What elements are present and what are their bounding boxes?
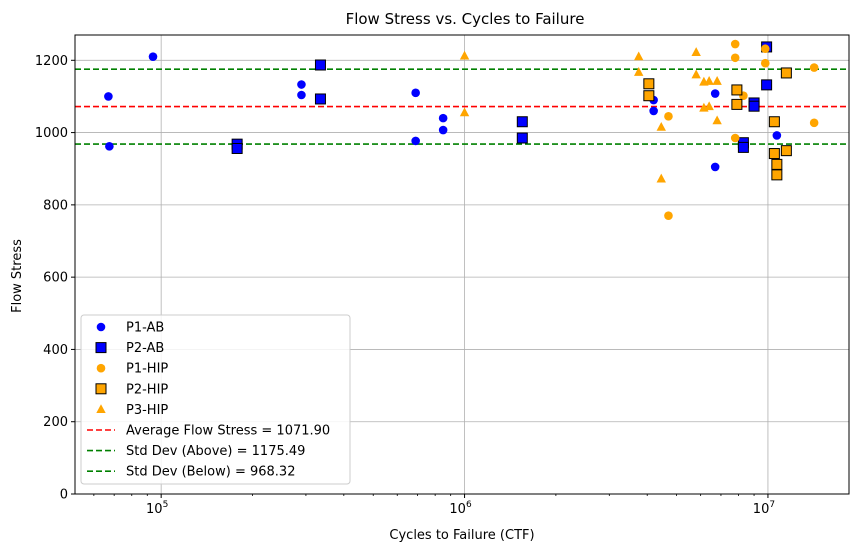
- data-point-p2-hip: [780, 67, 792, 79]
- legend-label: Std Dev (Above) = 1175.49: [126, 444, 305, 459]
- legend-marker: [96, 404, 106, 413]
- data-point-p1-ab: [438, 113, 448, 123]
- data-point-p3-hip: [656, 121, 666, 131]
- data-point-p1-hip: [664, 112, 673, 121]
- x-tick-base: 10: [753, 502, 770, 517]
- data-point-p2-hip: [731, 98, 743, 110]
- data-point-p3-hip: [712, 115, 722, 125]
- data-point-p3-hip: [656, 173, 666, 183]
- reference-lines: [75, 68, 849, 145]
- data-point-p1-ab: [104, 92, 113, 101]
- data-point-p1-hip: [730, 133, 740, 143]
- data-point-p1-ab: [297, 90, 306, 100]
- legend-box: [80, 314, 351, 485]
- data-point-p2-hip: [771, 169, 783, 181]
- x-tick-exponent: 6: [466, 500, 472, 510]
- legend-label: Average Flow Stress = 1071.90: [126, 424, 330, 439]
- data-point-p1-ab: [772, 131, 782, 140]
- data-point-p1-hip: [760, 58, 770, 68]
- x-tick-exponent: 7: [769, 500, 775, 510]
- legend-label: P1-AB: [126, 321, 164, 336]
- y-tick-label: 800: [43, 198, 68, 213]
- legend-marker: [96, 363, 106, 373]
- data-point-p3-hip: [691, 69, 701, 79]
- data-point-p3-hip: [712, 76, 722, 85]
- data-point-p3-hip: [634, 51, 644, 61]
- data-point-p2-hip: [771, 158, 783, 170]
- data-point-p1-ab: [710, 162, 720, 172]
- data-points: [104, 39, 819, 221]
- y-tick-label: 200: [43, 415, 68, 430]
- data-point-p1-hip: [730, 53, 740, 63]
- data-point-p1-ab: [649, 106, 658, 116]
- y-tick-label: 1200: [35, 54, 68, 69]
- data-point-p2-hip: [731, 84, 743, 96]
- legend-label: P2-AB: [126, 341, 164, 356]
- data-point-p1-ab: [438, 125, 448, 135]
- plot-frame: [74, 34, 850, 495]
- data-point-p3-hip: [459, 107, 470, 117]
- x-tick-label: 105: [146, 500, 168, 517]
- data-point-p2-hip: [643, 78, 655, 90]
- legend-marker: [95, 383, 107, 395]
- data-point-p1-ab: [710, 89, 720, 98]
- data-point-p1-ab: [105, 142, 114, 151]
- chart-title: Flow Stress vs. Cycles to Failure: [346, 10, 585, 28]
- y-tick-label: 400: [43, 343, 68, 358]
- data-point-p2-ab: [516, 132, 528, 144]
- data-point-p3-hip: [459, 50, 470, 60]
- x-tick-base: 10: [146, 502, 163, 517]
- x-tick-base: 10: [449, 502, 466, 517]
- data-point-p2-hip: [768, 116, 780, 128]
- data-point-p2-ab: [516, 116, 528, 128]
- data-point-p2-hip: [780, 145, 792, 157]
- data-point-p3-hip: [691, 47, 701, 56]
- data-point-p2-ab: [314, 93, 326, 105]
- data-point-p1-ab: [148, 52, 158, 61]
- data-point-p1-hip: [809, 63, 819, 72]
- legend-label: P3-HIP: [126, 403, 168, 418]
- data-point-p2-ab: [761, 79, 773, 91]
- x-axis-label: Cycles to Failure (CTF): [389, 528, 534, 543]
- data-point-p1-hip: [664, 211, 673, 221]
- data-point-p1-ab: [411, 136, 420, 146]
- data-point-p1-ab: [411, 88, 420, 98]
- data-point-p3-hip: [704, 101, 714, 111]
- legend: P1-AB P2-AB P1-HIP P2-HIP P3-HIP Average Flow…: [80, 314, 351, 485]
- data-point-p2-hip: [768, 148, 780, 160]
- data-point-p3-hip: [704, 76, 714, 85]
- y-tick-label: 0: [60, 488, 68, 503]
- legend-label: P2-HIP: [126, 382, 168, 397]
- x-tick-label: 106: [449, 500, 472, 517]
- legend-marker: [96, 322, 106, 332]
- x-tick-exponent: 5: [163, 500, 169, 510]
- data-point-p3-hip: [634, 67, 644, 76]
- data-point-p1-hip: [760, 44, 770, 54]
- data-point-p2-ab: [231, 142, 243, 154]
- data-point-p2-hip: [643, 90, 655, 102]
- data-point-p2-ab: [748, 100, 760, 112]
- x-tick-label: 107: [753, 500, 775, 517]
- y-tick-label: 1000: [35, 126, 68, 141]
- legend-label: Std Dev (Below) = 968.32: [126, 465, 295, 480]
- legend-marker: [95, 342, 107, 354]
- data-point-p1-hip: [730, 39, 740, 49]
- data-point-p1-ab: [297, 80, 306, 89]
- y-tick-label: 600: [43, 271, 68, 286]
- legend-label: P1-HIP: [126, 362, 168, 377]
- data-point-p2-ab: [314, 59, 326, 71]
- data-point-p2-ab: [737, 141, 749, 153]
- y-axis-label: Flow Stress: [10, 239, 25, 313]
- data-point-p1-hip: [809, 118, 819, 128]
